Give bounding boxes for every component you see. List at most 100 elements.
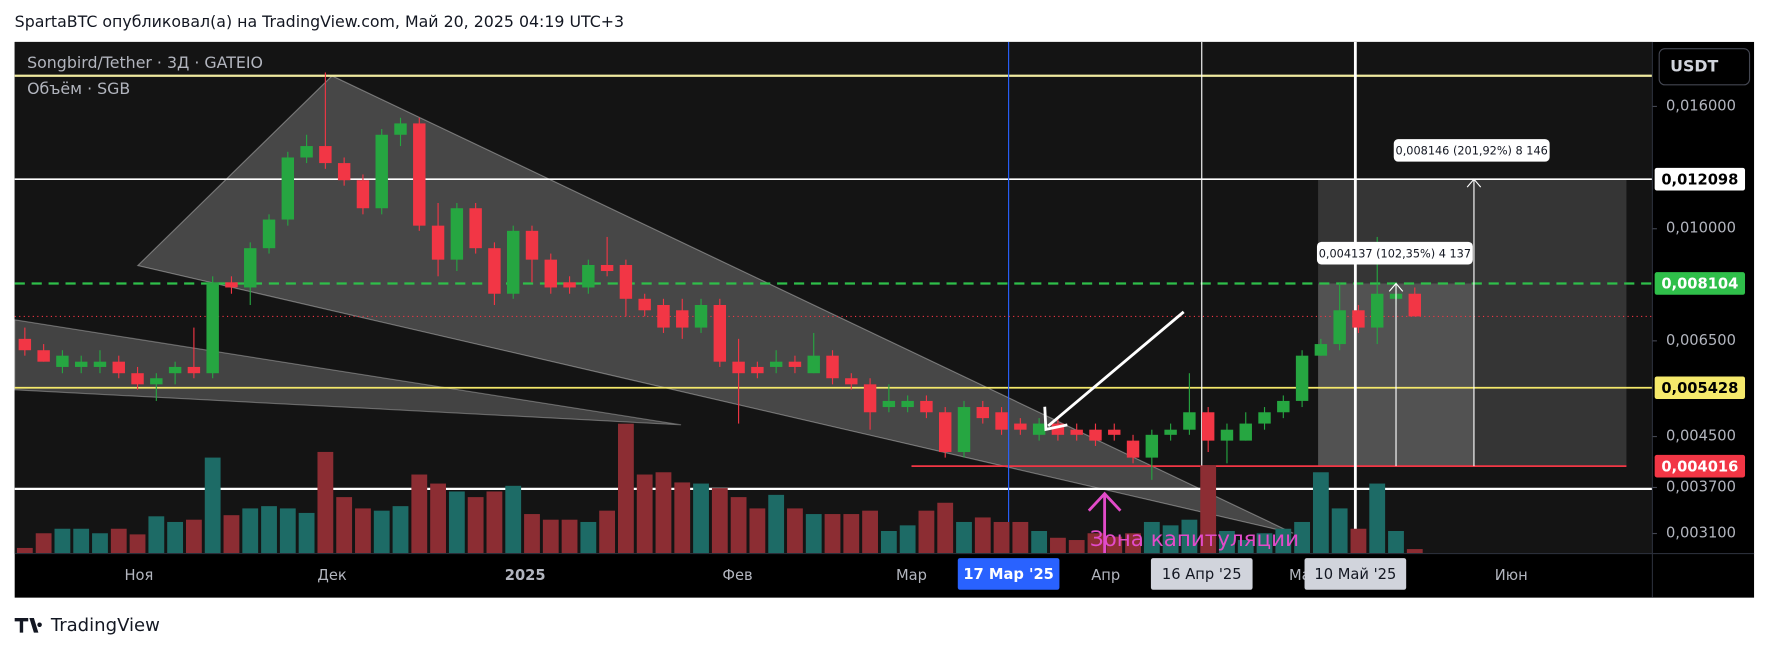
measure-arrowhead (1388, 282, 1404, 292)
candle-body (131, 373, 144, 385)
candle-body (375, 134, 388, 209)
volume-bar (467, 497, 484, 554)
candle-body (732, 361, 745, 374)
arrowhead (1043, 406, 1068, 432)
volume-bar (54, 528, 71, 554)
candle-body (450, 208, 464, 260)
y-tick-label: 0,004500 (1666, 428, 1736, 445)
chart-subtitle: Объём · SGB (27, 79, 130, 98)
volume-bar (561, 519, 578, 554)
candle-body (1145, 434, 1159, 458)
volume-bar (1181, 519, 1198, 554)
volume-bar (392, 506, 409, 554)
volume-bar (617, 423, 634, 554)
candle-body (995, 412, 1008, 430)
candle-body (1070, 429, 1083, 435)
candle-body (394, 123, 407, 135)
volume-bar (448, 491, 465, 554)
volume-bar (674, 482, 691, 554)
candle-body (1164, 429, 1177, 435)
candle-body (1126, 440, 1140, 458)
candle-body (300, 146, 313, 158)
volume-bar (824, 514, 841, 554)
candle-body (262, 219, 276, 249)
candle-body (281, 157, 295, 220)
volume-bar (279, 508, 296, 554)
volume-bar (749, 508, 766, 554)
candle-body (37, 350, 50, 362)
price-label-box (1654, 454, 1746, 478)
candle-body (1239, 423, 1252, 441)
volume-bar (1294, 521, 1310, 554)
volume-bar (768, 494, 785, 554)
volume-bar (1237, 540, 1254, 554)
candle-body (168, 366, 182, 374)
volume-bar (223, 515, 240, 554)
candle-body (150, 378, 163, 385)
candle-body (244, 248, 257, 288)
measure-box (1318, 179, 1627, 467)
volume-bar (880, 530, 897, 554)
candle-body (1014, 423, 1027, 430)
candle-body (600, 264, 614, 272)
wedge-pattern (14, 319, 682, 426)
candle-body (769, 361, 783, 367)
volume-bar (298, 512, 315, 554)
candle-body (1333, 310, 1346, 345)
candle-body (488, 248, 501, 294)
candle-body (1201, 412, 1215, 441)
x-tick-label: Апр (1091, 567, 1120, 584)
currency-button[interactable] (1658, 48, 1751, 86)
arrow (1047, 310, 1185, 428)
candle-body (713, 305, 727, 362)
footer-logo: TradingView (50, 615, 160, 636)
measure-label-box (1316, 241, 1473, 265)
volume-bar (1275, 528, 1292, 554)
volume-bar (1087, 533, 1104, 554)
candle-body (1108, 429, 1121, 435)
candle-body (56, 355, 69, 367)
currency: USDT (1670, 56, 1718, 75)
volume-bar (486, 491, 503, 554)
x-tick-label: Ноя (125, 567, 154, 584)
volume-bar (317, 451, 334, 554)
candle-body (1352, 310, 1365, 328)
candle-body (544, 259, 557, 288)
volume-bar (185, 519, 202, 554)
candle-body (563, 282, 576, 288)
volume-bar (1256, 533, 1273, 554)
volume-bar (204, 457, 221, 554)
price-label-box (1654, 376, 1746, 400)
overlay-front: 0,012098 0,008104 0,005428 0,004016 0,008146… (1043, 139, 1746, 554)
volume-bar (524, 514, 540, 554)
volume-bar (1219, 530, 1235, 554)
volume-bar (1068, 540, 1085, 554)
volume-bar (1106, 536, 1123, 554)
candle-body (112, 361, 125, 374)
price-label: 0,008104 (1661, 276, 1738, 293)
volume-bar (1331, 508, 1348, 554)
volume-bar (1200, 465, 1217, 554)
date-label: 17 Мар '25 (963, 566, 1054, 583)
volume-bar (35, 533, 52, 554)
volume-bar (974, 517, 991, 554)
date-label: 16 Апр '25 (1162, 566, 1242, 583)
candle-body (1314, 344, 1328, 356)
date-label-box (957, 558, 1060, 590)
volume-bar (843, 514, 860, 554)
candle-body (1408, 293, 1422, 317)
candle-body (187, 366, 201, 374)
volume-bar (918, 510, 935, 554)
candle-body (1089, 429, 1102, 441)
annotation: Зона капитуляции (1090, 527, 1299, 552)
volume-bar (805, 514, 822, 554)
volume-bar (636, 474, 653, 554)
x-tick-label: Мар (896, 567, 927, 584)
volume-bar (242, 508, 259, 554)
candle-body (1183, 412, 1196, 430)
candle-body (1220, 429, 1234, 441)
volume-bar (430, 483, 446, 554)
price-label: 0,005428 (1661, 380, 1738, 397)
